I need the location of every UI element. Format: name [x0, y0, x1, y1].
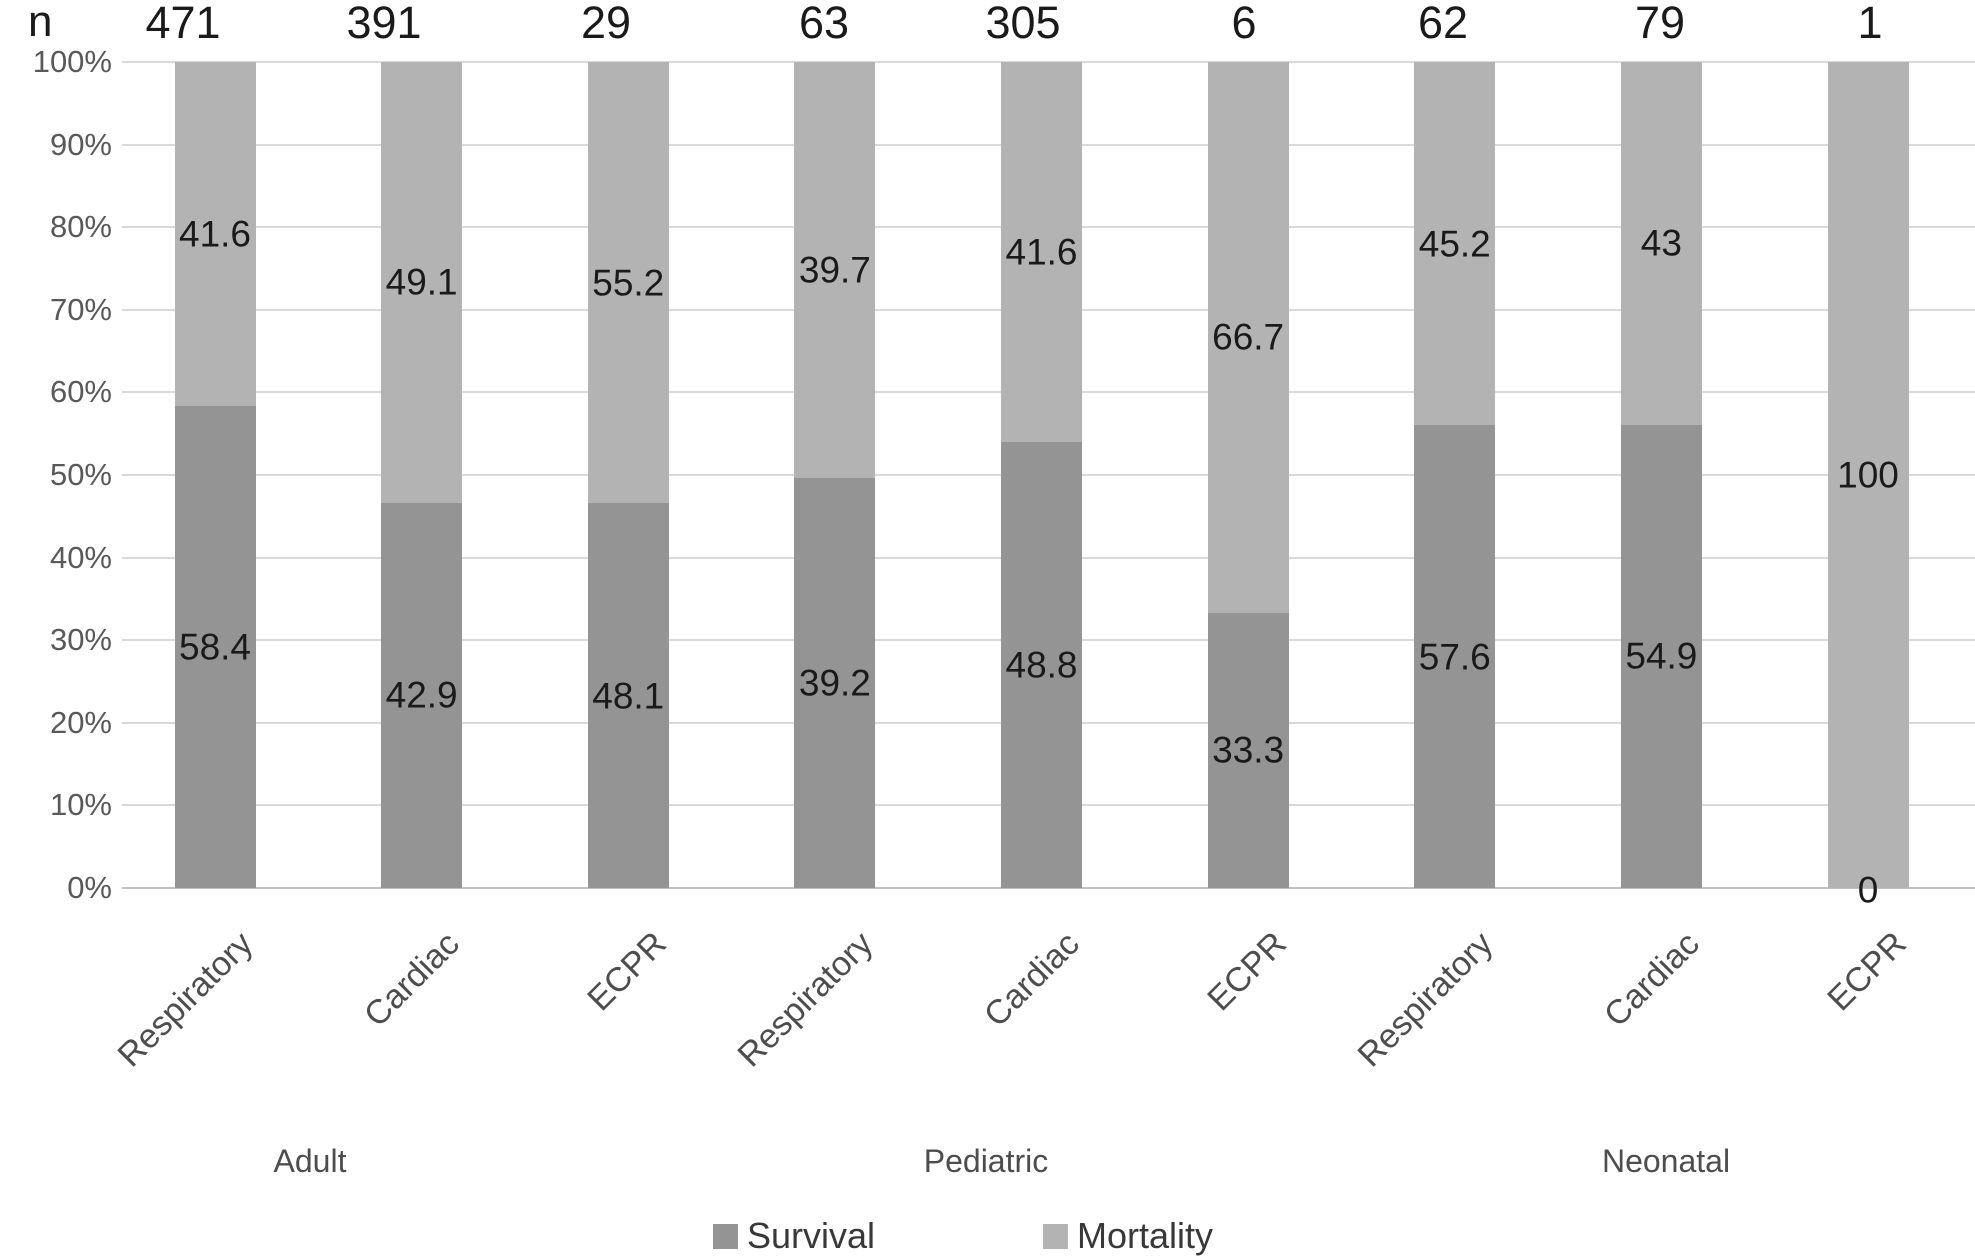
mortality-legend-swatch: [1043, 1223, 1068, 1249]
bar-cardiac-1: [381, 62, 463, 888]
bar-ecpr-2: [587, 62, 669, 888]
survival-value-label: 48.8: [1005, 644, 1078, 686]
legend-item-mortality: Mortality: [1043, 1218, 1213, 1254]
category-label-respiratory: Respiratory: [1350, 924, 1501, 1075]
mortality-segment: [174, 62, 256, 406]
y-tick-label-70pct: 70%: [49, 291, 112, 327]
bar-cardiac-4: [1001, 62, 1082, 888]
survival-segment: [587, 503, 669, 888]
mortality-value-label: 49.1: [385, 261, 458, 303]
category-label-ecpr: ECPR: [1199, 924, 1294, 1019]
group-label-adult: Adult: [273, 1143, 347, 1179]
y-tick-label-80pct: 80%: [49, 209, 112, 245]
mortality-value-label: 43: [1640, 222, 1682, 264]
group-label-neonatal: Neonatal: [1601, 1143, 1731, 1179]
survival-value-label: 0: [1857, 869, 1879, 911]
category-label-respiratory: Respiratory: [730, 924, 881, 1075]
bar-respiratory-0: [174, 62, 256, 888]
survival-legend-label: Survival: [747, 1215, 876, 1256]
n-count-label: 29: [580, 0, 632, 48]
y-tick-label-20pct: 20%: [49, 704, 112, 740]
survival-value-label: 57.6: [1418, 636, 1491, 678]
n-count-label: 391: [346, 0, 422, 48]
legend-item-survival: Survival: [713, 1218, 875, 1254]
mortality-value-label: 100: [1837, 454, 1899, 496]
mortality-segment: [1414, 62, 1496, 426]
mortality-segment: [1827, 62, 1909, 888]
mortality-value-label: 45.2: [1418, 223, 1491, 265]
category-label-cardiac: Cardiac: [357, 924, 468, 1035]
bar-cardiac-7: [1620, 62, 1702, 888]
gridline-0pct: [122, 887, 1975, 889]
survival-value-label: 58.4: [178, 626, 252, 668]
n-count-label: 1: [1857, 0, 1883, 48]
mortality-value-label: 39.7: [798, 249, 871, 291]
n-count-label: 63: [798, 0, 850, 48]
y-tick-label-40pct: 40%: [49, 539, 112, 575]
survival-value-label: 54.9: [1625, 635, 1698, 677]
survival-segment: [1207, 612, 1289, 888]
mortality-legend-label: Mortality: [1077, 1215, 1214, 1256]
mortality-segment: [381, 62, 463, 503]
n-count-label: 62: [1417, 0, 1469, 48]
bar-respiratory-3: [794, 62, 876, 888]
y-tick-label-50pct: 50%: [49, 457, 112, 492]
survival-segment: [381, 502, 463, 888]
bar-respiratory-6: [1414, 62, 1496, 888]
category-label-ecpr: ECPR: [580, 924, 674, 1019]
mortality-value-label: 55.2: [592, 262, 665, 304]
bar-ecpr-8: [1827, 62, 1909, 888]
y-tick-label-60pct: 60%: [49, 374, 112, 410]
mortality-value-label: 41.6: [178, 213, 252, 255]
category-label-ecpr: ECPR: [1819, 924, 1914, 1019]
survival-segment: [1414, 425, 1496, 888]
survival-value-label: 33.3: [1212, 729, 1285, 771]
mortality-value-label: 66.7: [1212, 316, 1285, 358]
survival-segment: [1620, 424, 1702, 888]
plot-area: [122, 61, 1975, 889]
group-label-pediatric: Pediatric: [923, 1143, 1049, 1179]
y-tick-label-30pct: 30%: [49, 622, 112, 658]
y-tick-label-90pct: 90%: [49, 126, 112, 162]
mortality-segment: [794, 62, 876, 478]
n-count-label: 471: [145, 0, 221, 48]
survival-value-label: 48.1: [592, 675, 665, 717]
survival-segment: [1001, 442, 1082, 888]
mortality-segment: [587, 62, 669, 504]
survival-segment: [174, 405, 256, 888]
bar-ecpr-5: [1207, 62, 1289, 888]
y-tick-label-0pct: 0%: [67, 870, 112, 905]
y-tick-label-10pct: 10%: [49, 787, 112, 823]
n-axis-label: n: [28, 0, 53, 46]
n-count-label: 79: [1634, 0, 1686, 48]
survival-value-label: 39.2: [798, 662, 871, 704]
mortality-value-label: 41.6: [1005, 231, 1078, 273]
category-label-cardiac: Cardiac: [977, 924, 1087, 1035]
mortality-segment: [1207, 62, 1289, 613]
n-count-label: 305: [985, 0, 1061, 48]
mortality-segment: [1001, 62, 1082, 443]
survival-value-label: 42.9: [385, 674, 458, 716]
survival-legend-swatch: [713, 1223, 738, 1249]
survival-segment: [794, 477, 876, 888]
y-tick-label-100pct: 100%: [32, 44, 112, 79]
mortality-segment: [1620, 62, 1702, 425]
category-label-respiratory: Respiratory: [110, 924, 261, 1075]
category-label-cardiac: Cardiac: [1597, 924, 1707, 1035]
n-count-label: 6: [1231, 0, 1257, 48]
